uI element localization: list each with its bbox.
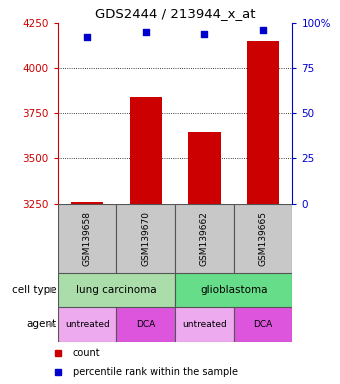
Title: GDS2444 / 213944_x_at: GDS2444 / 213944_x_at — [95, 7, 255, 20]
Point — [84, 35, 90, 41]
Text: glioblastoma: glioblastoma — [200, 285, 268, 295]
Point — [143, 29, 149, 35]
Bar — [175, 273, 292, 307]
Text: GSM139665: GSM139665 — [259, 210, 268, 266]
Point — [202, 31, 207, 37]
Text: DCA: DCA — [136, 320, 155, 329]
Bar — [58, 273, 175, 307]
Bar — [234, 307, 292, 342]
Bar — [116, 204, 175, 273]
Text: untreated: untreated — [182, 320, 227, 329]
Text: GSM139662: GSM139662 — [200, 211, 209, 265]
Bar — [130, 97, 162, 204]
Bar — [175, 204, 234, 273]
Text: GSM139658: GSM139658 — [83, 210, 91, 266]
Bar — [71, 202, 103, 204]
Text: lung carcinoma: lung carcinoma — [76, 285, 157, 295]
Bar — [175, 307, 234, 342]
Bar — [58, 307, 116, 342]
Bar — [188, 132, 221, 204]
Text: cell type: cell type — [12, 285, 57, 295]
Bar — [116, 307, 175, 342]
Text: DCA: DCA — [253, 320, 273, 329]
Text: GSM139670: GSM139670 — [141, 210, 150, 266]
Text: agent: agent — [27, 319, 57, 329]
Bar — [58, 204, 116, 273]
Bar — [234, 204, 292, 273]
Point — [260, 27, 266, 33]
Text: count: count — [73, 348, 100, 358]
Text: untreated: untreated — [65, 320, 109, 329]
Text: percentile rank within the sample: percentile rank within the sample — [73, 367, 238, 377]
Bar — [247, 41, 279, 204]
